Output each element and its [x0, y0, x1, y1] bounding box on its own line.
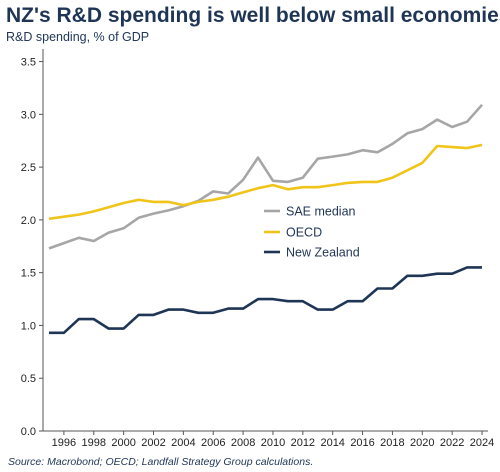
x-tick-label: 2002 [141, 437, 165, 449]
y-tick-label: 1.5 [21, 268, 36, 280]
x-tick-label: 2012 [291, 437, 315, 449]
y-tick-label: 0.0 [21, 426, 36, 438]
x-tick-label: 2016 [350, 437, 374, 449]
x-tick-label: 2000 [111, 437, 135, 449]
legend-label-sae-median: SAE median [286, 205, 356, 219]
x-tick-label: 2014 [320, 437, 344, 449]
y-tick-label: 3.5 [21, 57, 36, 69]
series-line-sae-median [48, 103, 483, 250]
y-tick-label: 1.0 [21, 320, 36, 332]
x-tick-label: 1998 [82, 437, 106, 449]
series-line-new-zealand [49, 266, 482, 335]
y-tick-label: 2.5 [21, 162, 36, 174]
x-tick-label: 2004 [171, 437, 195, 449]
x-tick-label: 2018 [380, 437, 404, 449]
y-tick-label: 3.0 [21, 109, 36, 121]
x-tick-label: 2022 [440, 437, 464, 449]
legend-label-new-zealand: New Zealand [286, 246, 360, 260]
y-tick-label: 2.0 [21, 215, 36, 227]
chart-title: NZ's R&D spending is well below small ec… [6, 4, 500, 27]
x-tick-label: 2010 [261, 437, 285, 449]
series-lines [48, 103, 483, 335]
source-note: Source: Macrobond; OECD; Landfall Strate… [8, 456, 314, 468]
y-tick-label: 0.5 [21, 373, 36, 385]
x-tick-label: 2024 [470, 437, 494, 449]
x-tick-label: 2008 [231, 437, 255, 449]
legend-label-oecd: OECD [286, 226, 322, 240]
series-line-oecd [48, 143, 483, 221]
legend: SAE median OECD New Zealand [264, 205, 360, 260]
axes: 0.0 0.5 1.0 1.5 2.0 2.5 3.0 3.5 1996 1998 2000 2002… [21, 49, 494, 449]
x-tick-label: 2006 [201, 437, 225, 449]
x-tick-label: 1996 [52, 437, 76, 449]
chart-subtitle: R&D spending, % of GDP [6, 30, 150, 44]
x-tick-label: 2020 [410, 437, 434, 449]
